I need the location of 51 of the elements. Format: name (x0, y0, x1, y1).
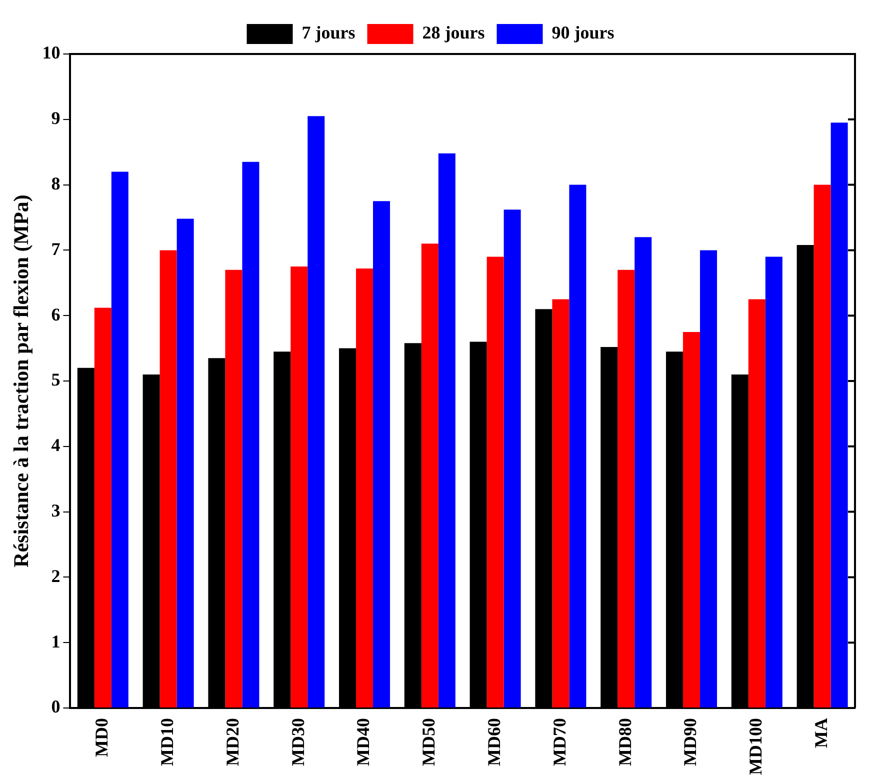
bar (683, 332, 700, 708)
y-tick-label: 5 (51, 370, 60, 390)
x-tick-label: MD20 (222, 718, 242, 766)
bar (290, 266, 308, 708)
x-tick-label: MD50 (418, 718, 439, 766)
x-tick-label: MD90 (680, 718, 700, 766)
bar (634, 237, 652, 708)
y-tick-label: 10 (42, 42, 60, 63)
y-tick-label: 1 (51, 631, 60, 652)
bar (552, 299, 570, 708)
x-tick-label: MD30 (288, 718, 308, 766)
bar (176, 218, 194, 708)
bar (356, 268, 373, 708)
bar (438, 153, 456, 708)
bar (765, 256, 782, 708)
y-axis-title: Résistance à la traction par flexion (MPa) (9, 194, 34, 568)
y-tick-label: 4 (51, 435, 60, 456)
y-tick-label: 2 (51, 566, 60, 586)
bar (225, 270, 242, 708)
bar (111, 172, 128, 708)
bar (421, 244, 438, 708)
bar (700, 250, 718, 708)
bar (242, 162, 260, 708)
y-tick-label: 6 (51, 304, 60, 324)
legend-label: 90 jours (552, 22, 614, 43)
legend-label: 7 jours (302, 22, 356, 43)
x-tick-label: MA (810, 718, 831, 748)
bar (504, 210, 521, 708)
legend-label: 28 jours (422, 22, 485, 43)
x-tick-label: MD70 (549, 718, 570, 766)
y-tick-label: 9 (51, 108, 60, 128)
bar (569, 184, 586, 708)
x-tick-label: MD100 (746, 718, 766, 776)
bar (618, 270, 635, 708)
x-tick-label: MD40 (353, 718, 374, 766)
bar (814, 184, 831, 708)
y-tick-label: 0 (51, 696, 60, 717)
bar (486, 256, 504, 708)
bar (160, 250, 177, 708)
x-tick-label: MD0 (92, 718, 112, 758)
x-tick-label: MD10 (156, 718, 177, 766)
y-tick-label: 3 (51, 500, 60, 520)
y-tick-label: 8 (51, 173, 60, 194)
bar (830, 122, 848, 708)
x-tick-label: MD60 (484, 718, 504, 766)
bar (308, 116, 325, 708)
y-tick-label: 7 (51, 238, 60, 259)
x-tick-label: MD80 (614, 718, 635, 766)
bar (373, 201, 390, 708)
bar (94, 308, 112, 708)
bar (748, 299, 766, 708)
